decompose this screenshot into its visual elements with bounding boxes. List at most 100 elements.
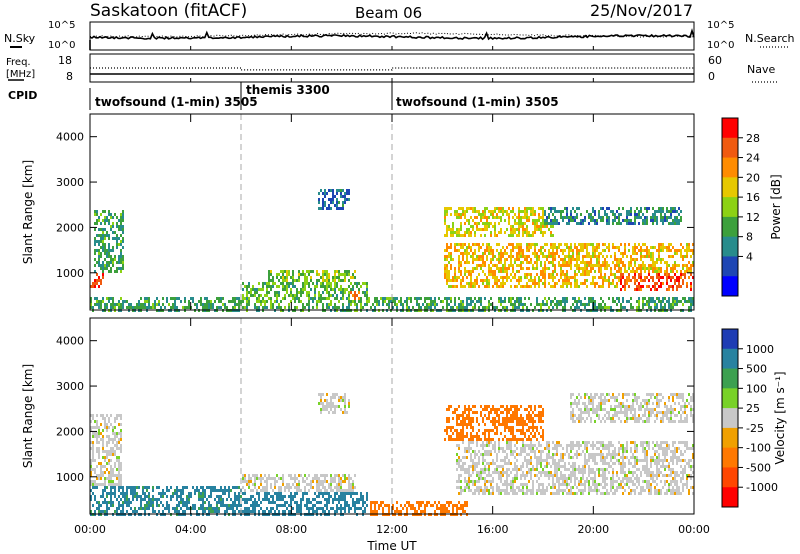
heatmap-cell [664,261,666,264]
heatmap-cell [528,435,530,438]
heatmap-cell [486,405,488,408]
heatmap-cell [544,225,546,228]
heatmap-cell [320,399,322,402]
heatmap-cell [460,432,462,435]
heatmap-cell [224,510,226,513]
heatmap-cell [482,216,484,219]
heatmap-cell [662,219,664,222]
heatmap-cell [478,306,480,309]
heatmap-cell [218,510,220,513]
heatmap-cell [626,216,628,219]
heatmap-cell [532,486,534,489]
heatmap-cell [524,207,526,210]
heatmap-cell [574,276,576,279]
heatmap-cell [408,504,410,507]
heatmap-cell [480,444,482,447]
heatmap-cell [360,297,362,300]
heatmap-cell [514,213,516,216]
heatmap-cell [492,486,494,489]
heatmap-cell [466,471,468,474]
heatmap-cell [510,255,512,258]
heatmap-cell [338,201,340,204]
heatmap-cell [110,489,112,492]
heatmap-cell [504,480,506,483]
heatmap-cell [520,249,522,252]
heatmap-cell [652,258,654,261]
heatmap-cell [98,474,100,477]
heatmap-cell [92,456,94,459]
heatmap-cell [534,228,536,231]
heatmap-cell [570,219,572,222]
heatmap-cell [462,411,464,414]
heatmap-cell [152,507,154,510]
heatmap-cell [468,228,470,231]
heatmap-cell [112,231,114,234]
heatmap-cell [316,282,318,285]
heatmap-cell [488,264,490,267]
heatmap-cell [110,267,112,270]
heatmap-cell [326,507,328,510]
heatmap-cell [282,276,284,279]
heatmap-cell [166,495,168,498]
beam-label: Beam 06 [355,4,422,22]
heatmap-cell [186,498,188,501]
heatmap-cell [636,300,638,303]
heatmap-cell [520,432,522,435]
heatmap-cell [500,303,502,306]
heatmap-cell [468,252,470,255]
heatmap-cell [572,249,574,252]
heatmap-cell [100,237,102,240]
heatmap-cell [476,444,478,447]
heatmap-cell [684,273,686,276]
heatmap-cell [586,303,588,306]
heatmap-cell [486,255,488,258]
heatmap-cell [302,480,304,483]
heatmap-cell [326,303,328,306]
heatmap-cell [530,414,532,417]
heatmap-cell [262,297,264,300]
heatmap-cell [288,483,290,486]
heatmap-cell [362,504,364,507]
heatmap-cell [458,456,460,459]
heatmap-cell [520,255,522,258]
heatmap-cell [120,447,122,450]
heatmap-cell [658,300,660,303]
heatmap-cell [446,255,448,258]
heatmap-cell [682,264,684,267]
heatmap-cell [202,306,204,309]
heatmap-cell [458,405,460,408]
heatmap-cell [526,234,528,237]
heatmap-cell [108,441,110,444]
heatmap-cell [576,306,578,309]
heatmap-cell [106,462,108,465]
heatmap-cell [336,192,338,195]
heatmap-cell [308,507,310,510]
heatmap-cell [228,486,230,489]
heatmap-cell [186,504,188,507]
heatmap-cell [92,426,94,429]
heatmap-cell [590,258,592,261]
heatmap-cell [336,276,338,279]
heatmap-cell [552,213,554,216]
heatmap-cell [634,210,636,213]
heatmap-cell [426,297,428,300]
heatmap-cell [350,483,352,486]
heatmap-cell [512,207,514,210]
heatmap-cell [594,303,596,306]
heatmap-cell [138,303,140,306]
heatmap-cell [206,303,208,306]
heatmap-cell [448,510,450,513]
heatmap-cell [686,270,688,273]
heatmap-cell [618,219,620,222]
heatmap-cell [532,423,534,426]
heatmap-cell [690,282,692,285]
heatmap-cell [520,417,522,420]
heatmap-cell [520,423,522,426]
heatmap-cell [638,267,640,270]
heatmap-cell [498,420,500,423]
heatmap-cell [182,489,184,492]
heatmap-cell [302,492,304,495]
heatmap-cell [322,402,324,405]
heatmap-cell [666,270,668,273]
heatmap-cell [238,492,240,495]
